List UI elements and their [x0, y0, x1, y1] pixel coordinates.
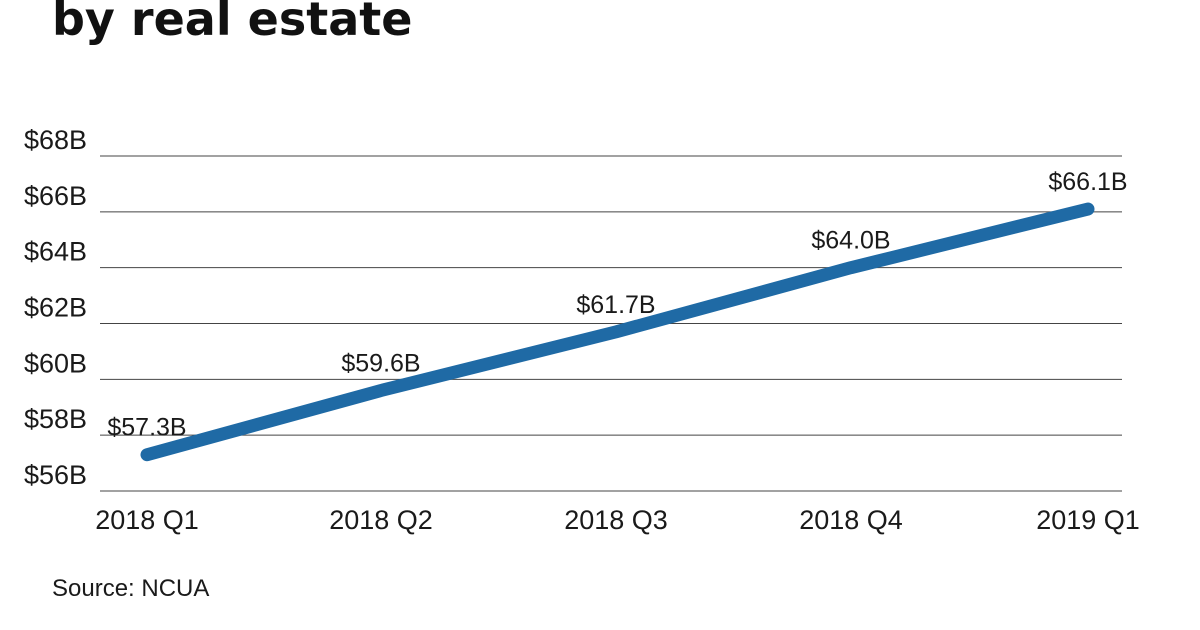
chart-title: by real estate	[52, 0, 413, 46]
data-point	[1087, 208, 1089, 211]
y-axis-tick-labels: $56B $58B $60B $62B $64B $66B $68B	[24, 125, 87, 490]
x-tick-label: 2018 Q4	[799, 505, 903, 535]
gridlines	[100, 155, 1122, 492]
source-note: Source: NCUA	[52, 575, 210, 602]
data-label: $57.3B	[107, 414, 186, 442]
y-tick-label: $56B	[24, 460, 87, 490]
data-point	[146, 453, 148, 456]
data-labels: $57.3B $59.6B $61.7B $64.0B $66.1B	[107, 168, 1127, 442]
x-axis-tick-labels: 2018 Q1 2018 Q2 2018 Q3 2018 Q4 2019 Q1	[95, 505, 1140, 535]
x-tick-label: 2018 Q1	[95, 505, 199, 535]
y-tick-label: $68B	[24, 125, 87, 155]
y-tick-label: $66B	[24, 181, 87, 211]
data-point	[615, 330, 617, 333]
data-point	[850, 266, 852, 269]
data-point	[380, 389, 382, 392]
y-tick-label: $58B	[24, 404, 87, 434]
data-label: $64.0B	[811, 227, 890, 255]
data-label: $61.7B	[576, 291, 655, 319]
x-tick-label: 2018 Q3	[564, 505, 668, 535]
x-tick-label: 2019 Q1	[1036, 505, 1140, 535]
data-label: $59.6B	[341, 350, 420, 378]
series-line	[140, 202, 1095, 462]
y-tick-label: $62B	[24, 293, 87, 323]
y-tick-label: $64B	[24, 237, 87, 267]
series-line-group	[140, 202, 1095, 462]
y-tick-label: $60B	[24, 348, 87, 378]
x-tick-label: 2018 Q2	[329, 505, 433, 535]
data-label: $66.1B	[1048, 168, 1127, 196]
